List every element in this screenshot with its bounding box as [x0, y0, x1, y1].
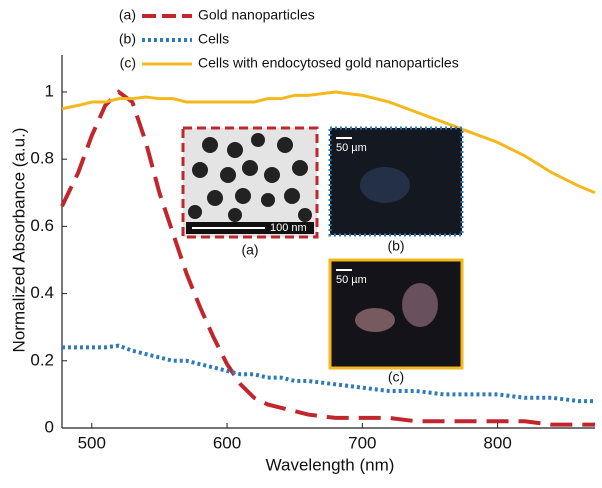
legend-label: Cells — [198, 31, 229, 47]
inset-c: 50 µm (c) — [328, 258, 464, 385]
scale-bar-label: 100 nm — [270, 222, 307, 234]
plot-area: 0 0.2 0.4 0.6 0.8 1 500 600 700 800 — [30, 55, 596, 452]
data-line — [60, 89, 595, 427]
x-tick-label: 600 — [213, 433, 241, 452]
scale-bar-label: 50 µm — [336, 142, 367, 154]
legend: (a) Gold nanoparticles (b) Cells (c) Cells wi… — [119, 7, 459, 71]
x-tick-label: 700 — [348, 433, 376, 452]
legend-tag: (b) — [119, 31, 136, 47]
y-tick-label: 0.8 — [30, 149, 54, 168]
legend-label: Cells with endocytosed gold nanoparticle… — [198, 55, 459, 71]
inset-label: (c) — [388, 369, 404, 385]
inset-frame — [328, 258, 464, 370]
legend-tag: (c) — [120, 55, 136, 71]
y-axis-label: Normalized Absorbance (a.u.) — [9, 128, 28, 353]
legend-tag: (a) — [119, 7, 136, 23]
inset-label: (a) — [241, 242, 258, 258]
scale-bar-label: 50 µm — [336, 274, 367, 286]
y-tick-label: 0.6 — [30, 216, 54, 235]
nanoparticles — [188, 133, 312, 222]
inset-label: (b) — [387, 238, 404, 254]
y-tick-label: 0.4 — [30, 283, 54, 302]
inset-b: 50 µm (b) — [328, 126, 464, 254]
y-tick-label: 0.2 — [30, 350, 54, 369]
x-tick-label: 800 — [483, 433, 511, 452]
x-axis-label: Wavelength (nm) — [266, 455, 395, 474]
x-tick-label: 500 — [78, 433, 106, 452]
y-tick-label: 0 — [45, 417, 54, 436]
y-tick-label: 1 — [45, 81, 54, 100]
data-line — [61, 90, 596, 195]
inset-a: 100 nm (a) — [181, 126, 319, 258]
data-line — [62, 343, 595, 404]
legend-label: Gold nanoparticles — [198, 7, 315, 23]
